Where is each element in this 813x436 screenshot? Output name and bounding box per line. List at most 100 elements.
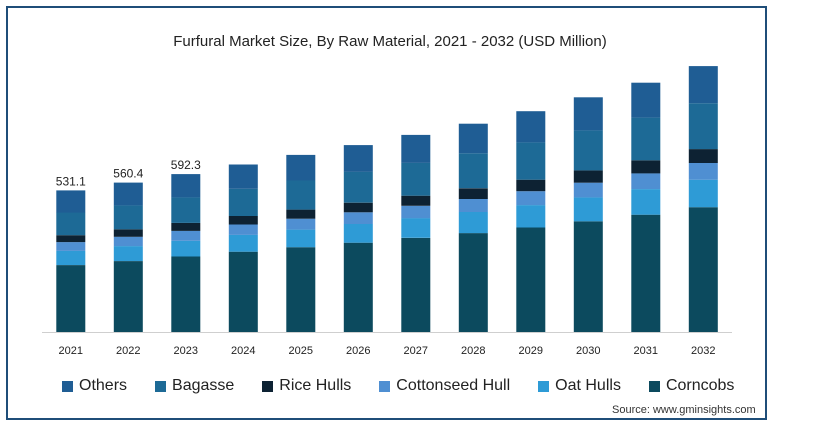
bar-segment-bagasse-2032 <box>688 103 718 150</box>
x-tick-label-2029: 2029 <box>519 345 543 357</box>
legend-item-cottonseed-hull: Cottonseed Hull <box>379 377 510 395</box>
legend-label: Cottonseed Hull <box>396 377 511 394</box>
bar-segment-oat-hulls-2029 <box>516 205 546 228</box>
bar-segment-cottonseed-hull-2031 <box>631 173 661 189</box>
bar-segment-cottonseed-hull-2027 <box>401 205 431 219</box>
bar-segment-others-2022 <box>113 182 143 206</box>
bar-segment-corncobs-2024 <box>228 251 258 332</box>
bar-segment-corncobs-2027 <box>401 237 431 332</box>
legend-label: Oat Hulls <box>555 377 621 394</box>
data-label-2021: 531.1 <box>56 174 86 188</box>
bar-segment-cottonseed-hull-2023 <box>171 230 201 241</box>
x-tick-label-2023: 2023 <box>174 345 198 357</box>
x-tick-label-2024: 2024 <box>231 345 255 357</box>
legend-label: Others <box>79 377 128 394</box>
bar-segment-rice-hulls-2021 <box>56 235 86 243</box>
bar-segment-corncobs-2031 <box>631 214 661 332</box>
bar-segment-others-2021 <box>56 190 86 213</box>
bar-segment-bagasse-2028 <box>458 153 488 189</box>
bar-segment-cottonseed-hull-2030 <box>573 182 603 198</box>
legend-swatch <box>379 380 391 392</box>
legend-label: Bagasse <box>172 377 235 394</box>
bar-segment-corncobs-2032 <box>688 207 718 332</box>
chart-legend: Others Bagasse Rice Hulls Cottonseed Hull Oa… <box>62 377 762 395</box>
legend-swatch <box>648 380 660 392</box>
x-tick-label-2027: 2027 <box>404 345 428 357</box>
bar-segment-corncobs-2026 <box>343 242 373 332</box>
legend-item-others: Others <box>62 377 127 395</box>
legend-item-corncobs: Corncobs <box>648 377 735 395</box>
legend-swatch <box>538 380 550 392</box>
bar-segment-others-2030 <box>573 97 603 131</box>
bar-segment-cottonseed-hull-2022 <box>113 236 143 247</box>
legend-label: Corncobs <box>665 377 735 394</box>
x-tick-label-2022: 2022 <box>116 345 140 357</box>
bar-segment-others-2029 <box>516 111 546 143</box>
legend-label: Rice Hulls <box>279 377 352 394</box>
legend-item-rice-hulls: Rice Hulls <box>262 377 351 395</box>
bar-segment-corncobs-2025 <box>286 247 316 332</box>
bar-segment-rice-hulls-2028 <box>458 188 488 199</box>
bar-segment-rice-hulls-2027 <box>401 195 431 206</box>
bar-segment-oat-hulls-2028 <box>458 212 488 234</box>
bar-segment-corncobs-2028 <box>458 233 488 332</box>
x-tick-label-2030: 2030 <box>576 345 600 357</box>
bar-segment-corncobs-2030 <box>573 221 603 332</box>
bar-segment-oat-hulls-2022 <box>113 246 143 261</box>
bar-segment-bagasse-2026 <box>343 171 373 203</box>
bar-segment-cottonseed-hull-2026 <box>343 212 373 224</box>
bar-segment-rice-hulls-2025 <box>286 209 316 219</box>
bar-segment-oat-hulls-2027 <box>401 218 431 238</box>
bar-segment-bagasse-2023 <box>171 197 201 223</box>
x-tick-label-2028: 2028 <box>461 345 485 357</box>
bar-segment-cottonseed-hull-2024 <box>228 224 258 235</box>
chart-title: Furfural Market Size, By Raw Material, 2… <box>173 33 607 50</box>
bar-segment-bagasse-2024 <box>228 188 258 216</box>
bar-segment-oat-hulls-2026 <box>343 224 373 243</box>
bar-segment-bagasse-2022 <box>113 205 143 230</box>
bar-segment-others-2028 <box>458 123 488 154</box>
x-tick-label-2025: 2025 <box>289 345 313 357</box>
legend-item-oat-hulls: Oat Hulls <box>538 377 621 395</box>
bar-segment-rice-hulls-2030 <box>573 170 603 183</box>
bar-segment-others-2023 <box>171 174 201 198</box>
bar-segment-cottonseed-hull-2032 <box>688 162 718 180</box>
legend-swatch <box>62 380 73 392</box>
bar-segment-oat-hulls-2031 <box>631 189 661 215</box>
bar-segment-bagasse-2021 <box>56 212 86 236</box>
bar-segment-oat-hulls-2021 <box>56 250 86 265</box>
bar-segment-others-2031 <box>631 82 661 118</box>
bar-segment-bagasse-2031 <box>631 117 661 161</box>
bar-segment-corncobs-2021 <box>56 265 86 332</box>
bar-segment-bagasse-2027 <box>401 162 431 196</box>
x-tick-label-2031: 2031 <box>634 345 658 357</box>
bar-segment-cottonseed-hull-2025 <box>286 218 316 230</box>
bar-segment-rice-hulls-2026 <box>343 202 373 213</box>
bar-segment-oat-hulls-2030 <box>573 197 603 222</box>
legend-swatch <box>262 380 274 392</box>
bar-segment-oat-hulls-2025 <box>286 229 316 248</box>
source-note: Source: www.gminsights.com <box>612 404 756 416</box>
x-tick-label-2021: 2021 <box>59 345 83 357</box>
x-tick-label-2026: 2026 <box>346 345 370 357</box>
bar-segment-rice-hulls-2029 <box>516 179 546 192</box>
data-label-2023: 592.3 <box>171 158 201 172</box>
bar-segment-rice-hulls-2023 <box>171 222 201 231</box>
bar-segment-rice-hulls-2022 <box>113 229 143 237</box>
bar-segment-corncobs-2029 <box>516 227 546 332</box>
legend-item-bagasse: Bagasse <box>155 377 234 395</box>
bar-segment-others-2032 <box>688 66 718 104</box>
x-tick-label-2032: 2032 <box>691 345 715 357</box>
bar-segment-bagasse-2029 <box>516 142 546 180</box>
bar-segment-cottonseed-hull-2028 <box>458 198 488 212</box>
bar-segment-rice-hulls-2031 <box>631 160 661 174</box>
bar-segment-others-2024 <box>228 164 258 189</box>
bar-segment-others-2027 <box>401 134 431 163</box>
bar-segment-rice-hulls-2032 <box>688 149 718 163</box>
bar-segment-cottonseed-hull-2029 <box>516 191 546 206</box>
data-label-2022: 560.4 <box>113 167 143 181</box>
bar-segment-others-2026 <box>343 145 373 172</box>
bar-segment-oat-hulls-2023 <box>171 240 201 257</box>
bar-segment-oat-hulls-2024 <box>228 234 258 252</box>
